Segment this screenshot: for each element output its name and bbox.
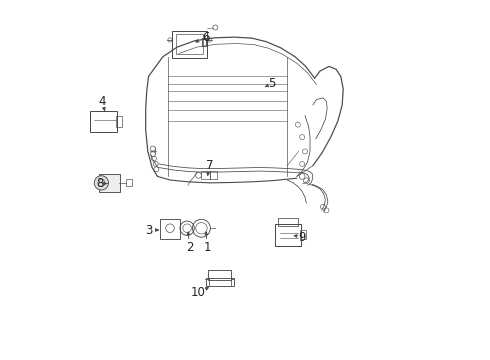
Text: 9: 9 [298, 231, 306, 244]
Text: 7: 7 [205, 159, 213, 172]
Text: 3: 3 [145, 224, 152, 237]
Text: 5: 5 [268, 77, 275, 90]
Text: 4: 4 [98, 95, 106, 108]
FancyBboxPatch shape [98, 174, 121, 192]
Text: 8: 8 [97, 177, 104, 190]
Circle shape [94, 176, 109, 190]
Text: 2: 2 [186, 241, 194, 255]
Text: 10: 10 [191, 286, 206, 299]
Text: 6: 6 [202, 31, 209, 44]
Text: 1: 1 [204, 241, 211, 255]
